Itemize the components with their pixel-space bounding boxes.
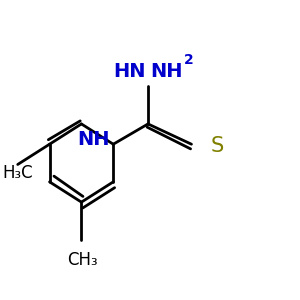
Text: NH: NH (151, 62, 183, 81)
Text: H₃C: H₃C (2, 164, 33, 182)
Text: CH₃: CH₃ (68, 251, 98, 269)
Text: HN: HN (113, 62, 146, 81)
Text: S: S (211, 136, 224, 156)
Text: NH: NH (77, 130, 109, 149)
Text: 2: 2 (184, 53, 194, 67)
